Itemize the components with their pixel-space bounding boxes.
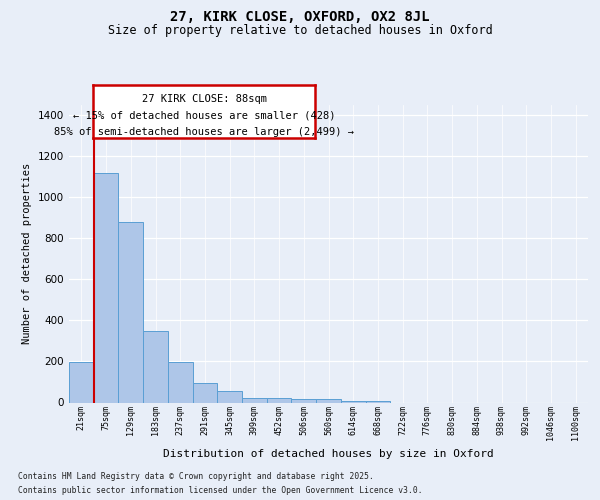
Bar (143, 330, 168, 402)
Text: Contains public sector information licensed under the Open Government Licence v3: Contains public sector information licen… (18, 486, 422, 495)
Bar (94, 172, 118, 402)
Bar (292, 400, 316, 402)
Text: 27, KIRK CLOSE, OXFORD, OX2 8JL: 27, KIRK CLOSE, OXFORD, OX2 8JL (170, 10, 430, 24)
Bar (69, 362, 94, 403)
Bar (193, 384, 217, 402)
Text: 85% of semi-detached houses are larger (2,499) →: 85% of semi-detached houses are larger (… (54, 127, 354, 137)
Bar (316, 400, 341, 402)
Text: 27 KIRK CLOSE: 88sqm: 27 KIRK CLOSE: 88sqm (142, 94, 266, 104)
Text: ← 15% of detached houses are smaller (428): ← 15% of detached houses are smaller (42… (73, 110, 335, 120)
Bar (242, 398, 267, 402)
Bar (267, 398, 292, 402)
Bar (217, 391, 242, 402)
Text: Size of property relative to detached houses in Oxford: Size of property relative to detached ho… (107, 24, 493, 37)
Bar (118, 222, 143, 402)
Bar (365, 401, 390, 402)
X-axis label: Distribution of detached houses by size in Oxford: Distribution of detached houses by size … (163, 448, 494, 458)
Text: Contains HM Land Registry data © Crown copyright and database right 2025.: Contains HM Land Registry data © Crown c… (18, 472, 374, 481)
Bar (168, 362, 193, 403)
Bar (341, 401, 365, 402)
Y-axis label: Number of detached properties: Number of detached properties (22, 163, 32, 344)
